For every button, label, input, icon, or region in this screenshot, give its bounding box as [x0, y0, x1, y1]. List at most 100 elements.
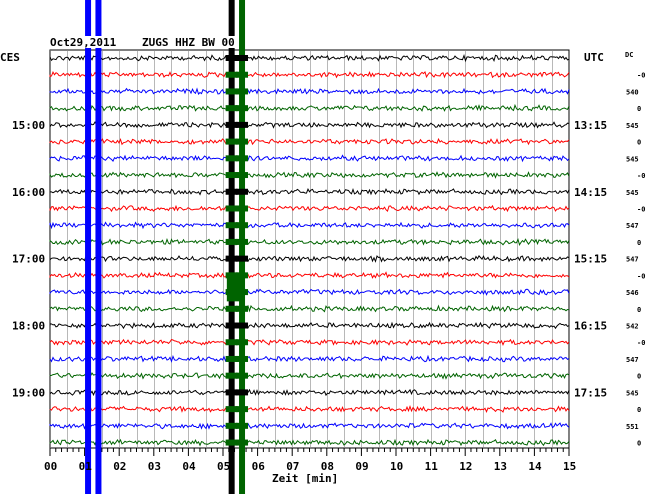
- seismic-trace: [49, 121, 570, 129]
- dc-value: 545: [626, 389, 639, 397]
- right-time-label: 14:15: [574, 186, 607, 199]
- event-burst: [236, 372, 249, 379]
- seismic-trace: [49, 304, 570, 313]
- event-burst: [225, 422, 238, 429]
- event-band: [228, 0, 235, 494]
- left-time-label: 19:00: [12, 386, 45, 399]
- event-burst: [226, 277, 245, 302]
- event-burst: [225, 322, 238, 329]
- event-burst: [225, 138, 238, 145]
- dc-value: 0: [637, 105, 641, 113]
- event-burst: [225, 155, 238, 162]
- event-burst: [236, 88, 249, 95]
- dc-value: -0: [637, 205, 645, 213]
- dc-value: 547: [626, 356, 639, 364]
- seismic-trace: [49, 438, 570, 447]
- event-burst: [236, 238, 249, 245]
- dc-value: 542: [626, 323, 639, 331]
- x-tick-label: 01: [79, 460, 93, 473]
- title-background: [48, 36, 238, 48]
- seismic-trace: [49, 187, 570, 196]
- left-time-label: 18:00: [12, 320, 45, 333]
- event-burst: [236, 305, 249, 312]
- event-burst: [236, 172, 249, 179]
- event-burst: [236, 322, 249, 329]
- seismic-trace: [49, 70, 570, 79]
- dc-value: 0: [637, 440, 641, 448]
- labels-layer: Oct29,2011 ZUGS HHZ BW 00 CES UTC DC Zei…: [0, 36, 645, 485]
- x-tick-label: 07: [286, 460, 299, 473]
- seismic-trace: [49, 103, 570, 112]
- event-burst: [236, 105, 249, 112]
- seismic-trace: [49, 54, 570, 63]
- x-tick-label: 14: [528, 460, 542, 473]
- x-tick-label: 04: [182, 460, 196, 473]
- event-burst: [225, 372, 238, 379]
- event-burst: [236, 121, 249, 128]
- dc-value: 0: [637, 139, 641, 147]
- left-time-label: 16:00: [12, 186, 45, 199]
- x-tick-label: 10: [390, 460, 403, 473]
- seismic-trace: [49, 204, 570, 213]
- event-burst: [225, 439, 238, 446]
- seismic-trace: [49, 388, 570, 397]
- chart-station: ZUGS HHZ BW 00: [142, 36, 235, 49]
- seismic-trace: [49, 372, 570, 380]
- dc-value: 545: [626, 189, 639, 197]
- event-burst: [225, 255, 238, 262]
- seismic-trace: [49, 404, 570, 413]
- x-tick-label: 06: [252, 460, 266, 473]
- right-time-label: 16:15: [574, 320, 607, 333]
- event-burst: [236, 188, 249, 195]
- seismic-trace: [49, 137, 570, 146]
- event-burst: [236, 205, 249, 212]
- dc-label: DC: [625, 51, 633, 59]
- x-tick-label: 12: [459, 460, 472, 473]
- event-burst: [225, 105, 238, 112]
- dc-value: -0: [637, 339, 645, 347]
- event-burst: [225, 389, 238, 396]
- x-tick-label: 09: [355, 460, 368, 473]
- event-burst: [236, 222, 249, 229]
- x-tick-label: 11: [425, 460, 439, 473]
- dc-value: 545: [626, 155, 639, 163]
- event-band: [239, 0, 246, 494]
- traces-layer: [49, 54, 570, 447]
- event-burst: [225, 71, 238, 78]
- dc-value: -0: [637, 72, 645, 80]
- seismic-trace: [49, 338, 570, 347]
- dc-value: 0: [637, 306, 641, 314]
- event-burst: [236, 272, 249, 279]
- x-tick-label: 13: [494, 460, 507, 473]
- x-tick-label: 15: [563, 460, 576, 473]
- left-time-label: 15:00: [12, 119, 45, 132]
- event-burst: [225, 121, 238, 128]
- event-burst: [225, 406, 238, 413]
- event-band: [95, 0, 102, 494]
- dc-value: 0: [637, 239, 641, 247]
- seismic-trace: [49, 171, 570, 179]
- event-band: [85, 0, 92, 494]
- left-timezone-label: CES: [0, 51, 20, 64]
- seismic-trace: [49, 154, 570, 163]
- event-burst: [225, 305, 238, 312]
- dc-value: -0: [637, 172, 645, 180]
- event-burst: [236, 339, 249, 346]
- dc-value: 547: [626, 256, 639, 264]
- event-burst: [225, 188, 238, 195]
- x-tick-label: 08: [321, 460, 334, 473]
- event-burst: [225, 355, 238, 362]
- dc-value: 545: [626, 122, 639, 130]
- seismic-trace: [49, 87, 570, 95]
- dc-value: 0: [637, 373, 641, 381]
- event-burst: [236, 389, 249, 396]
- seismic-trace: [49, 271, 570, 279]
- right-timezone-label: UTC: [584, 51, 604, 64]
- seismic-trace: [49, 422, 570, 430]
- seismic-trace: [49, 354, 570, 363]
- plot-frame: [49, 49, 570, 449]
- dc-value: -0: [637, 272, 645, 280]
- event-burst: [236, 406, 249, 413]
- right-time-label: 17:15: [574, 386, 607, 399]
